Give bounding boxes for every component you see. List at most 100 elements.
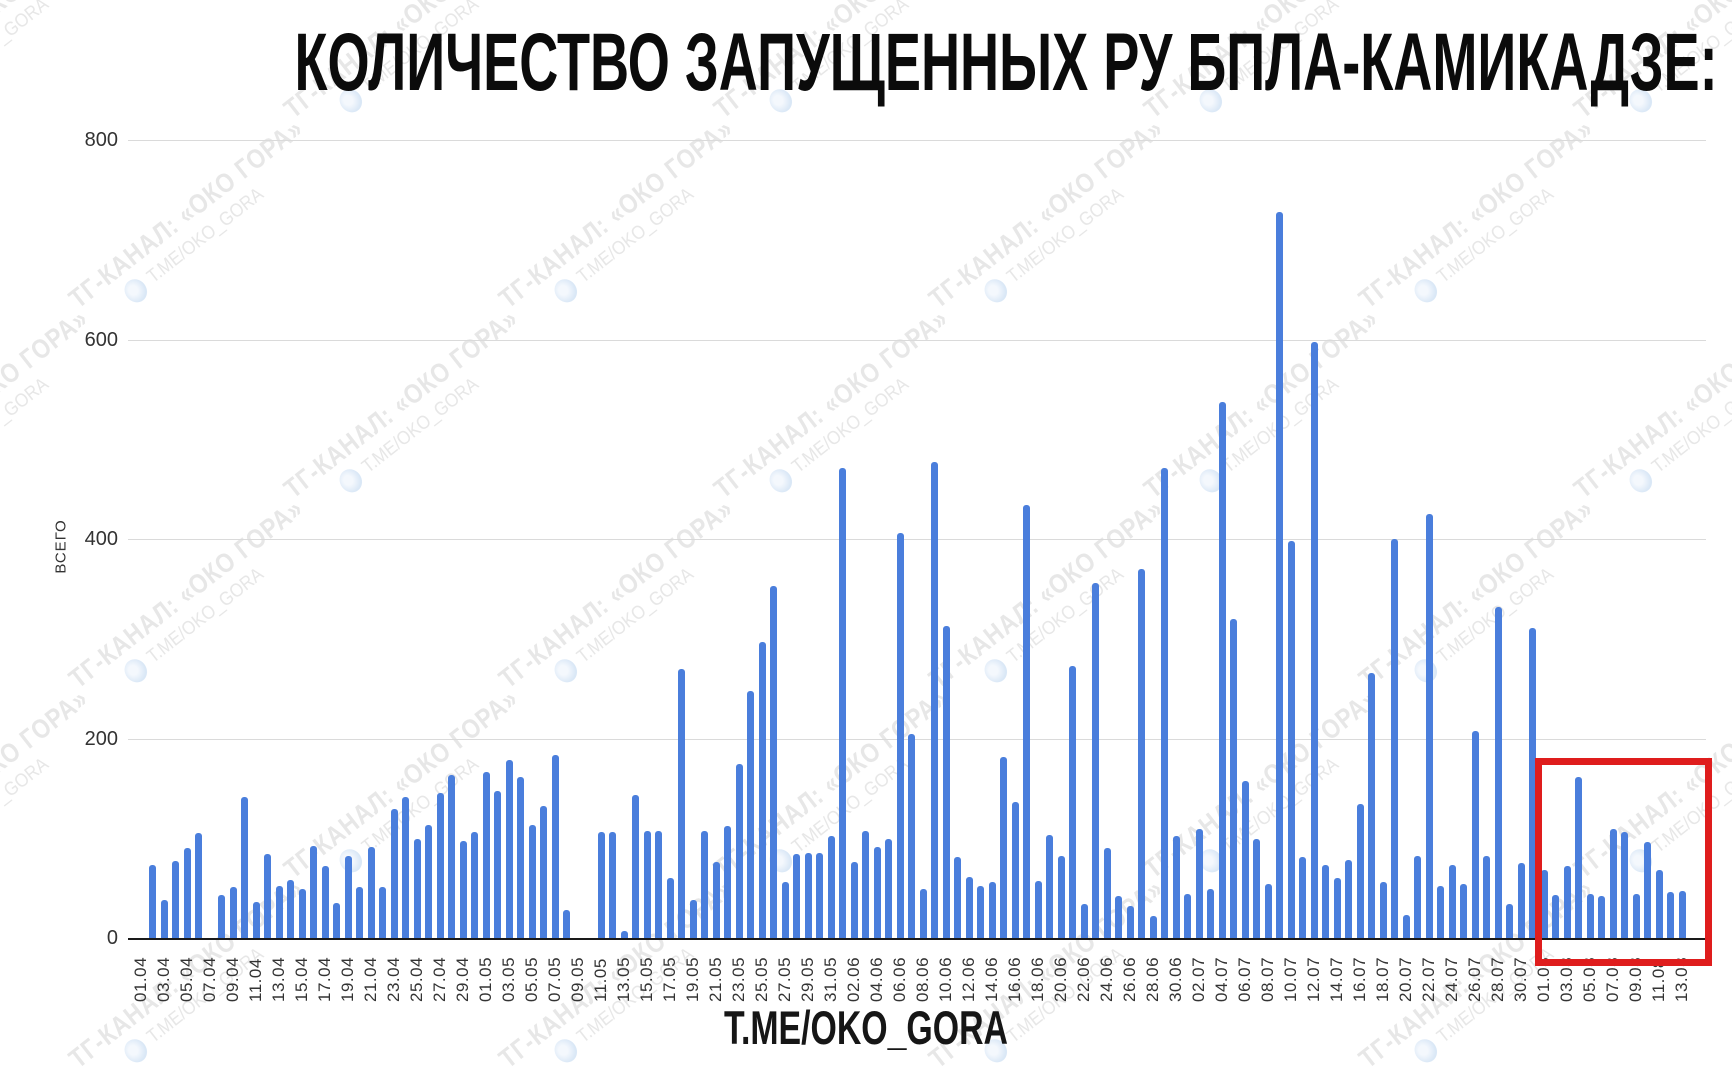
bar-14.04 xyxy=(287,880,294,938)
watermark-handle-text: T.ME/OKO_GORA xyxy=(573,563,698,668)
watermark-handle-text: T.ME/OKO_GORA xyxy=(143,183,268,288)
bar-21.07 xyxy=(1414,856,1421,938)
watermark-handle: T.ME/OKO_GORA xyxy=(334,316,557,497)
x-tick-label: 12.06 xyxy=(959,956,978,1002)
watermark-handle: T.ME/OKO_GORA xyxy=(1194,316,1417,497)
bar-17.04 xyxy=(321,866,329,938)
bar-30.06 xyxy=(1172,836,1180,938)
x-tick-label: 26.06 xyxy=(1120,956,1139,1002)
bar-13.07 xyxy=(1322,865,1329,938)
x-tick-label: 25.05 xyxy=(752,956,771,1002)
bar-26.06 xyxy=(1126,906,1134,938)
highlight-box-august xyxy=(1535,758,1712,966)
x-tick-label: 29.04 xyxy=(453,956,472,1002)
x-tick-label: 19.04 xyxy=(338,956,357,1002)
watermark-handle-text: T.ME/OKO_GORA xyxy=(358,373,483,478)
watermark-handle-text: T.ME/OKO_GORA xyxy=(788,373,913,478)
x-tick-label: 05.05 xyxy=(522,956,541,1002)
bar-23.04 xyxy=(390,809,398,938)
bar-16.07 xyxy=(1356,804,1364,938)
watermark-handle: T.ME/OKO_GORA xyxy=(119,126,342,307)
watermark: ТГ-КАНАЛ: «ОКО ГОРА»T.ME/OKO_GORA xyxy=(0,652,150,905)
bar-08.05 xyxy=(563,910,570,938)
watermark: ТГ-КАНАЛ: «ОКО ГОРА»T.ME/OKO_GORA xyxy=(493,462,795,715)
bar-14.06 xyxy=(988,882,996,938)
bar-29.06 xyxy=(1161,468,1168,938)
bar-23.07 xyxy=(1437,886,1444,938)
x-tick-label: 02.06 xyxy=(844,956,863,1002)
watermark-handle: T.ME/OKO_GORA xyxy=(549,506,772,687)
bar-04.04 xyxy=(172,861,179,938)
swirl-icon xyxy=(549,654,582,687)
bar-06.08 xyxy=(1598,896,1605,938)
bar-26.07 xyxy=(1471,730,1479,938)
bar-22.04 xyxy=(379,887,386,938)
bar-05.04 xyxy=(183,848,191,938)
bar-16.06 xyxy=(1011,802,1019,938)
bar-26.05 xyxy=(770,585,777,938)
bar-12.04 xyxy=(264,854,271,938)
x-tick-label: 07.05 xyxy=(545,956,564,1002)
x-tick-label: 22.06 xyxy=(1074,956,1093,1002)
bar-29.07 xyxy=(1506,904,1513,938)
y-tick-label: 800 xyxy=(84,129,118,151)
swirl-icon xyxy=(979,274,1012,307)
bar-26.04 xyxy=(425,825,432,938)
watermark-channel-name: ТГ-КАНАЛ: «ОКО ГОРА» xyxy=(0,0,94,124)
watermark-handle-text: T.ME/OKO_GORA xyxy=(1003,183,1128,288)
watermark-channel-name: ТГ-КАНАЛ: «ОКО ГОРА» xyxy=(708,303,954,504)
bar-22.07 xyxy=(1425,514,1433,938)
bar-02.04 xyxy=(149,865,156,938)
watermark-handle-text: T.ME/OKO_GORA xyxy=(1003,563,1128,668)
bar-14.07 xyxy=(1333,878,1341,938)
y-tick-label: 600 xyxy=(84,328,118,351)
x-tick-label: 15.05 xyxy=(637,956,656,1002)
bar-27.07 xyxy=(1483,856,1490,938)
bar-18.04 xyxy=(333,903,340,938)
bar-15.05 xyxy=(643,831,651,938)
bar-28.05 xyxy=(793,854,800,938)
bar-13.05 xyxy=(620,931,628,938)
x-tick-label: 22.07 xyxy=(1419,956,1438,1002)
bar-04.06 xyxy=(873,847,881,938)
bar-04.07 xyxy=(1218,402,1226,938)
x-tick-label: 08.06 xyxy=(913,956,932,1002)
bar-07.05 xyxy=(551,755,559,938)
x-tick-label: 28.07 xyxy=(1488,956,1507,1002)
bar-28.07 xyxy=(1494,606,1502,938)
bar-21.04 xyxy=(367,847,375,938)
bar-18.06 xyxy=(1034,881,1042,938)
bar-24.07 xyxy=(1448,865,1456,938)
watermark-handle: T.ME/OKO_GORA xyxy=(1194,696,1417,877)
bar-17.06 xyxy=(1023,505,1030,938)
watermark: ТГ-КАНАЛ: «ОКО ГОРА»T.ME/OKO_GORA xyxy=(1353,462,1655,715)
bar-07.08 xyxy=(1609,829,1617,938)
bar-08.08 xyxy=(1621,832,1628,938)
x-tick-label: 20.07 xyxy=(1396,956,1415,1002)
bar-03.04 xyxy=(160,900,168,938)
x-tick-label: 17.05 xyxy=(660,956,679,1002)
bar-11.07 xyxy=(1299,857,1306,938)
x-tick-label: 11.04 xyxy=(246,958,265,1002)
bar-06.04 xyxy=(195,833,202,938)
x-tick-label: 19.05 xyxy=(683,956,702,1002)
footer-channel-handle: T.ME/OKO_GORA xyxy=(724,1001,1008,1054)
x-tick-label: 21.05 xyxy=(706,956,725,1002)
y-tick-label: 200 xyxy=(84,727,118,750)
bar-12.08 xyxy=(1667,892,1674,938)
x-tick-label: 29.05 xyxy=(798,956,817,1002)
bar-25.04 xyxy=(413,839,421,938)
bar-19.07 xyxy=(1391,539,1398,938)
bar-16.04 xyxy=(310,846,317,938)
bar-22.06 xyxy=(1080,904,1088,938)
watermark: ТГ-КАНАЛ: «ОКО ГОРА»T.ME/OKO_GORA xyxy=(63,462,365,715)
x-tick-label: 15.04 xyxy=(292,956,311,1002)
watermark-channel-name: ТГ-КАНАЛ: «ОКО ГОРА» xyxy=(923,493,1169,694)
bar-29.05 xyxy=(804,853,812,938)
bar-28.06 xyxy=(1149,916,1157,938)
watermark-channel-name: ТГ-КАНАЛ: «ОКО ГОРА» xyxy=(1353,113,1599,314)
bar-20.05 xyxy=(701,831,708,938)
bar-05.07 xyxy=(1230,618,1237,938)
bar-31.05 xyxy=(827,836,835,938)
